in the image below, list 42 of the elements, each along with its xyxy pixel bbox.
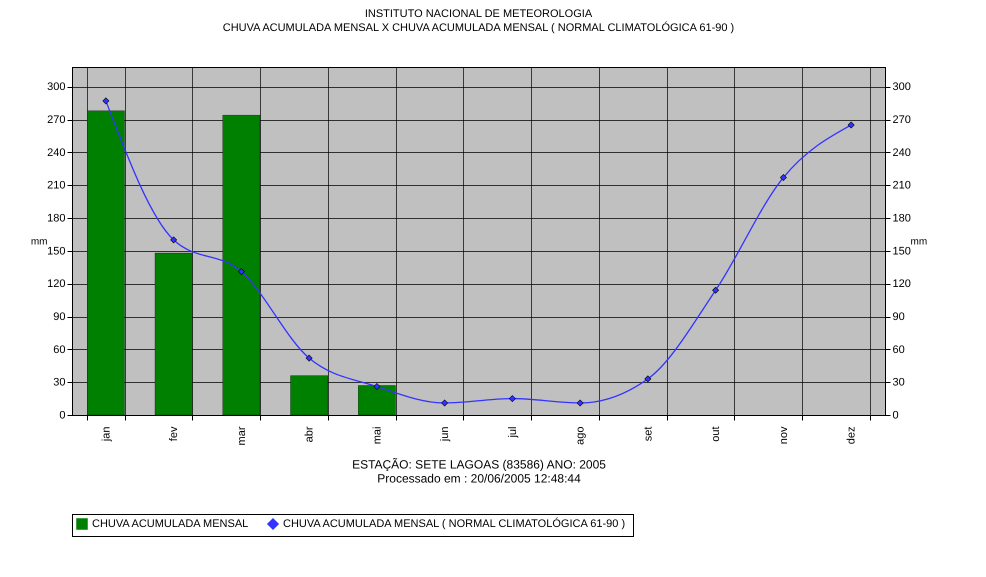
y-tick-label: 120 <box>47 278 66 290</box>
x-tick-label: jun <box>439 426 452 442</box>
y2-tick-label: 300 <box>892 81 911 94</box>
y2-tick-label: 270 <box>892 114 911 126</box>
x-tick-label: nov <box>778 426 790 444</box>
x-tick-label: out <box>710 426 722 442</box>
y2-axis-title: mm <box>910 236 928 248</box>
y-tick-label: 0 <box>59 410 66 422</box>
legend-label: CHUVA ACUMULADA MENSAL <box>92 518 248 530</box>
y-tick-label: 60 <box>53 344 66 356</box>
y-tick-label: 210 <box>47 180 66 192</box>
y-tick-label: 240 <box>47 146 66 159</box>
y2-tick-label: 240 <box>892 146 911 159</box>
y-tick-label: 150 <box>47 245 66 258</box>
chart-subtitle: CHUVA ACUMULADA MENSAL X CHUVA ACUMULADA MENSAL ( NORMAL CLIMATOLÓGICA 61-90 ) <box>222 21 734 34</box>
text: Processado em : 20/06/2005 12:48:44 <box>377 471 582 486</box>
y2-tick-label: 60 <box>892 344 905 356</box>
y-tick-label: 180 <box>47 212 66 225</box>
y2-tick-label: 210 <box>892 180 911 192</box>
x-tick-label: fev <box>168 426 180 442</box>
y-tick-label: 30 <box>53 376 66 389</box>
y2-tick-label: 150 <box>892 245 911 258</box>
x-tick-label: dez <box>846 426 858 444</box>
legend-label: CHUVA ACUMULADA MENSAL ( NORMAL CLIMATOLÓGICA 61-90 ) <box>283 517 626 530</box>
y2-tick-label: 90 <box>892 311 905 324</box>
x-tick-label: mar <box>236 426 248 446</box>
chart-title: INSTITUTO NACIONAL DE METEOROLOGIA <box>364 8 593 20</box>
y-tick-label: 270 <box>47 114 66 126</box>
x-tick-label: ago <box>574 426 587 445</box>
y2-tick-label: 120 <box>892 278 911 290</box>
x-tick-label: jan <box>100 426 112 442</box>
y2-tick-label: 0 <box>892 410 899 422</box>
y2-tick-label: 180 <box>892 212 911 225</box>
x-tick-label: abr <box>304 426 316 442</box>
x-tick-label: set <box>642 426 654 442</box>
y-axis-title: mm <box>30 236 48 248</box>
y2-tick-label: 30 <box>892 376 905 389</box>
y-tick-label: 90 <box>53 311 66 324</box>
y-tick-label: 300 <box>47 81 66 94</box>
text: ESTAÇÃO: SETE LAGOAS (83586) ANO: 2005 <box>352 457 606 472</box>
x-tick-label: jul <box>506 426 519 439</box>
x-tick-label: mai <box>371 426 384 444</box>
